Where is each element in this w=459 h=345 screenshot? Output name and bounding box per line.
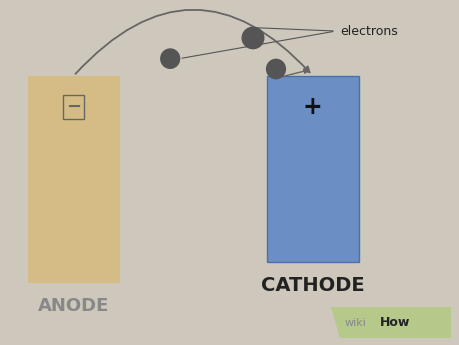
Text: +: +: [302, 95, 322, 119]
Ellipse shape: [160, 48, 180, 69]
Bar: [28, 76, 119, 283]
Text: CATHODE: CATHODE: [260, 276, 364, 295]
Text: electrons: electrons: [340, 24, 397, 38]
Text: −: −: [66, 98, 81, 116]
FancyArrowPatch shape: [75, 10, 309, 74]
Text: ANODE: ANODE: [38, 297, 109, 315]
Bar: [266, 76, 358, 262]
Text: wiki: wiki: [344, 318, 366, 327]
Text: How: How: [379, 316, 409, 329]
Ellipse shape: [265, 59, 285, 79]
Ellipse shape: [241, 27, 264, 49]
Polygon shape: [330, 307, 450, 338]
